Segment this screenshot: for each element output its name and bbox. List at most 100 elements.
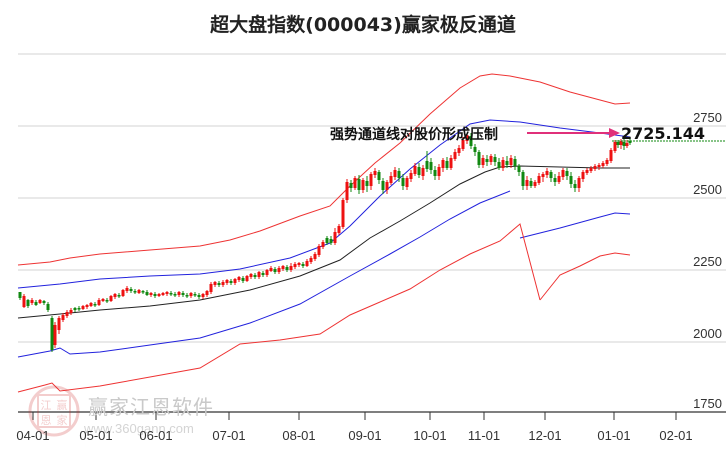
candle bbox=[605, 160, 609, 164]
annotation-arrow bbox=[527, 128, 726, 142]
candle bbox=[489, 156, 493, 162]
candle bbox=[616, 142, 620, 145]
candle bbox=[201, 294, 205, 297]
candle bbox=[121, 290, 125, 296]
candle bbox=[569, 176, 573, 184]
candle bbox=[377, 172, 381, 180]
candle bbox=[141, 291, 145, 293]
candle bbox=[297, 263, 301, 265]
watermark-logo-icon: 江 赢 恩 家 bbox=[28, 385, 80, 437]
outer-lower-band-tail bbox=[539, 252, 631, 301]
candle bbox=[349, 183, 353, 188]
candle bbox=[50, 318, 54, 350]
candle bbox=[38, 300, 42, 303]
candle bbox=[125, 288, 129, 291]
candle bbox=[89, 303, 93, 306]
candle bbox=[541, 174, 545, 177]
svg-text:赢: 赢 bbox=[57, 398, 68, 412]
x-tick-label: 06-01 bbox=[139, 428, 173, 443]
candle bbox=[261, 273, 265, 275]
inner-lower-band bbox=[17, 190, 511, 358]
candle bbox=[18, 292, 22, 298]
y-tick-label: 2750 bbox=[693, 110, 722, 125]
candle bbox=[469, 136, 473, 146]
candle bbox=[161, 293, 165, 295]
candle bbox=[57, 318, 61, 330]
candle bbox=[389, 176, 393, 183]
candle bbox=[593, 166, 597, 169]
x-tick-label: 09-01 bbox=[348, 428, 382, 443]
candle bbox=[181, 293, 185, 295]
candle bbox=[309, 258, 313, 262]
candle bbox=[85, 305, 89, 307]
candle bbox=[465, 135, 469, 141]
candle bbox=[165, 292, 169, 294]
candle bbox=[577, 178, 581, 188]
candle bbox=[177, 292, 181, 295]
x-tick-label: 04-01 bbox=[16, 428, 50, 443]
candle bbox=[185, 295, 189, 297]
candle bbox=[117, 295, 121, 297]
candle bbox=[549, 172, 553, 178]
candle bbox=[93, 304, 97, 306]
candle bbox=[229, 281, 233, 283]
candle bbox=[497, 162, 501, 168]
candle bbox=[501, 160, 505, 168]
candle bbox=[417, 167, 421, 175]
candle bbox=[437, 167, 441, 176]
candle bbox=[301, 264, 305, 266]
candle bbox=[217, 283, 221, 285]
x-tick-label: 11-01 bbox=[467, 428, 501, 443]
candle bbox=[241, 278, 245, 281]
y-tick-label: 1750 bbox=[693, 396, 722, 411]
candle bbox=[61, 315, 65, 320]
candle bbox=[329, 239, 333, 243]
candle bbox=[545, 171, 549, 175]
watermark-brand: 赢家江恩软件 bbox=[88, 395, 214, 419]
candle bbox=[373, 171, 377, 175]
candle bbox=[65, 312, 69, 316]
candle bbox=[237, 277, 241, 280]
candle bbox=[149, 293, 153, 295]
candle bbox=[285, 267, 289, 270]
candle bbox=[481, 158, 485, 165]
candle bbox=[573, 184, 577, 188]
candle bbox=[253, 275, 257, 277]
candle bbox=[553, 178, 557, 182]
candle bbox=[533, 182, 537, 186]
candle bbox=[433, 170, 437, 176]
candle bbox=[628, 141, 632, 143]
candle bbox=[505, 161, 509, 165]
candle bbox=[133, 291, 137, 293]
candle bbox=[385, 182, 389, 190]
candle bbox=[397, 171, 401, 178]
candle bbox=[289, 266, 293, 270]
candle bbox=[445, 161, 449, 168]
candle bbox=[209, 284, 213, 292]
y-tick-label: 2000 bbox=[693, 326, 722, 341]
inner-upper-band bbox=[17, 119, 631, 289]
candle bbox=[461, 140, 465, 149]
candle bbox=[317, 246, 321, 255]
x-tick-label: 10-01 bbox=[413, 428, 447, 443]
svg-text:家: 家 bbox=[57, 413, 68, 427]
candle bbox=[421, 168, 425, 176]
candle bbox=[197, 295, 201, 297]
x-tick-label: 12-01 bbox=[528, 428, 562, 443]
candle bbox=[281, 266, 285, 269]
candle bbox=[101, 299, 105, 301]
candle bbox=[73, 308, 77, 310]
candle bbox=[34, 302, 38, 305]
candle bbox=[157, 294, 161, 296]
candle bbox=[205, 291, 209, 295]
candle bbox=[113, 294, 117, 297]
y-tick-label: 2250 bbox=[693, 254, 722, 269]
candle bbox=[525, 180, 529, 186]
candle bbox=[77, 308, 81, 310]
candle bbox=[597, 165, 601, 167]
candle bbox=[561, 170, 565, 177]
candle bbox=[129, 289, 133, 291]
x-tick-label: 01-01 bbox=[597, 428, 631, 443]
candle bbox=[585, 170, 589, 173]
